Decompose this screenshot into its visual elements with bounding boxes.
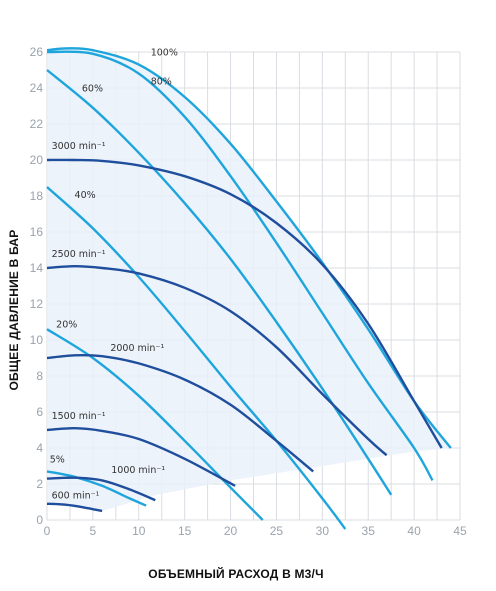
y-tick-label: 18 [30,189,44,203]
operating-region [47,48,451,511]
speed-curve-label: 1500 min⁻¹ [52,411,106,422]
efficiency-curve-label: 60% [82,84,103,95]
x-tick-label: 35 [362,524,376,538]
efficiency-curve [46,50,434,481]
y-tick-label: 14 [30,261,44,275]
x-axis-title: ОБЪЕМНЫЙ РАСХОД В М3/Ч [148,566,323,581]
x-tick-label: 45 [453,524,467,538]
x-tick-label: 30 [316,524,330,538]
x-tick-label: 40 [407,524,421,538]
y-tick-label: 4 [36,441,43,455]
efficiency-curve [46,186,347,530]
speed-curve-label: 600 min⁻¹ [52,490,100,501]
efficiency-curve-label: 20% [56,319,77,330]
y-tick-label: 8 [36,369,43,383]
speed-curve [46,426,236,487]
y-tick-label: 24 [30,81,44,95]
y-tick-label: 16 [30,225,44,239]
x-axis-ticks: 0 5 10 15 20 25 30 35 40 45 [44,524,467,538]
speed-curve-label: 1000 min⁻¹ [111,465,165,476]
y-tick-label: 2 [36,477,43,491]
x-tick-label: 10 [132,524,146,538]
efficiency-curve [46,470,147,507]
speed-curve [46,502,103,513]
speed-curve-label: 2000 min⁻¹ [110,343,164,354]
y-axis-title: ОБЩЕЕ ДАВЛЕНИЕ В БАР [7,229,21,390]
y-tick-label: 20 [30,153,44,167]
speed-curve-label: 3000 min⁻¹ [52,141,106,152]
efficiency-curve [46,69,393,496]
y-tick-label: 26 [30,45,44,59]
chart-curves [46,47,452,530]
efficiency-curve [46,328,264,521]
x-tick-label: 5 [90,524,97,538]
y-tick-label: 10 [30,333,44,347]
x-tick-label: 0 [44,524,51,538]
curve-labels: 100% 80% 60% 40% 20% 5% 3000 min⁻¹ 2500 min⁻¹ 20… [50,48,178,502]
y-tick-label: 0 [36,513,43,527]
x-tick-label: 15 [178,524,192,538]
speed-curve [46,476,156,502]
efficiency-curve-label: 100% [151,48,178,59]
speed-curve-label: 2500 min⁻¹ [52,249,106,260]
speed-curve [46,264,388,457]
speed-curve [46,158,443,449]
efficiency-curve-label: 40% [75,190,96,201]
x-tick-label: 20 [224,524,238,538]
speed-curve [46,353,314,473]
y-tick-label: 12 [30,297,44,311]
y-tick-label: 22 [30,117,44,131]
x-tick-label: 25 [270,524,284,538]
efficiency-curve-label: 5% [50,454,65,465]
efficiency-curve [46,47,452,449]
y-tick-label: 6 [36,405,43,419]
efficiency-curve-label: 80% [151,76,172,87]
